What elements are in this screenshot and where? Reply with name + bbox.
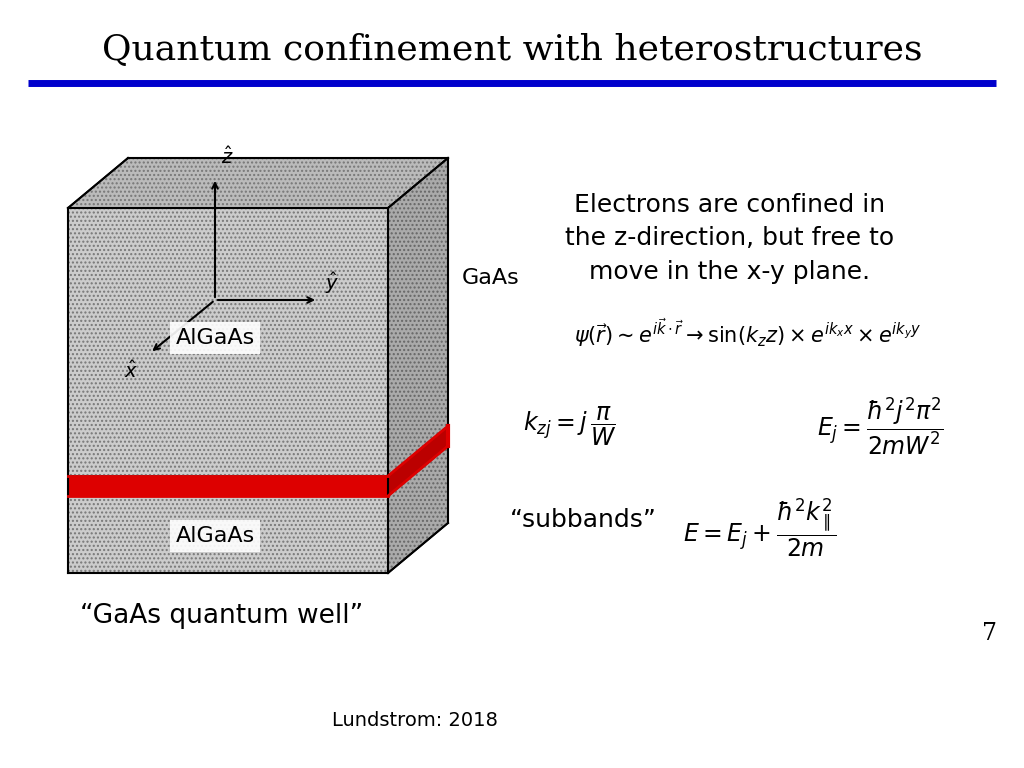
Text: $\hat{y}$: $\hat{y}$ — [325, 270, 339, 296]
Text: $k_{zj} = j\,\dfrac{\pi}{W}$: $k_{zj} = j\,\dfrac{\pi}{W}$ — [523, 404, 616, 448]
Polygon shape — [388, 446, 449, 573]
Text: 7: 7 — [982, 621, 997, 644]
Text: “GaAs quantum well”: “GaAs quantum well” — [80, 603, 364, 629]
Polygon shape — [68, 158, 449, 208]
Text: Quantum confinement with heterostructures: Quantum confinement with heterostructure… — [101, 33, 923, 67]
Text: Electrons are confined in
the z-direction, but free to
move in the x-y plane.: Electrons are confined in the z-directio… — [565, 193, 895, 283]
Polygon shape — [68, 476, 388, 496]
Text: “subbands”: “subbands” — [510, 508, 656, 532]
Text: AlGaAs: AlGaAs — [175, 328, 255, 348]
Text: $E_{j} = \dfrac{\hbar^2 j^2 \pi^2}{2mW^2}$: $E_{j} = \dfrac{\hbar^2 j^2 \pi^2}{2mW^2… — [816, 395, 943, 457]
Text: $\hat{z}$: $\hat{z}$ — [221, 146, 233, 168]
Text: $E = E_j + \dfrac{\hbar^2 k_{\parallel}^2}{2m}$: $E = E_j + \dfrac{\hbar^2 k_{\parallel}^… — [683, 496, 837, 560]
Text: $\psi\left(\vec{r}\right)\sim e^{i\vec{k}\cdot\vec{r}}\rightarrow\sin\!\left(k_z: $\psi\left(\vec{r}\right)\sim e^{i\vec{k… — [574, 316, 922, 349]
Polygon shape — [68, 208, 388, 476]
Polygon shape — [388, 158, 449, 476]
Text: Lundstrom: 2018: Lundstrom: 2018 — [332, 710, 498, 730]
Polygon shape — [68, 496, 388, 573]
Text: GaAs: GaAs — [462, 268, 520, 288]
Polygon shape — [388, 426, 449, 496]
Text: $\hat{x}$: $\hat{x}$ — [124, 360, 138, 382]
Text: AlGaAs: AlGaAs — [175, 526, 255, 546]
